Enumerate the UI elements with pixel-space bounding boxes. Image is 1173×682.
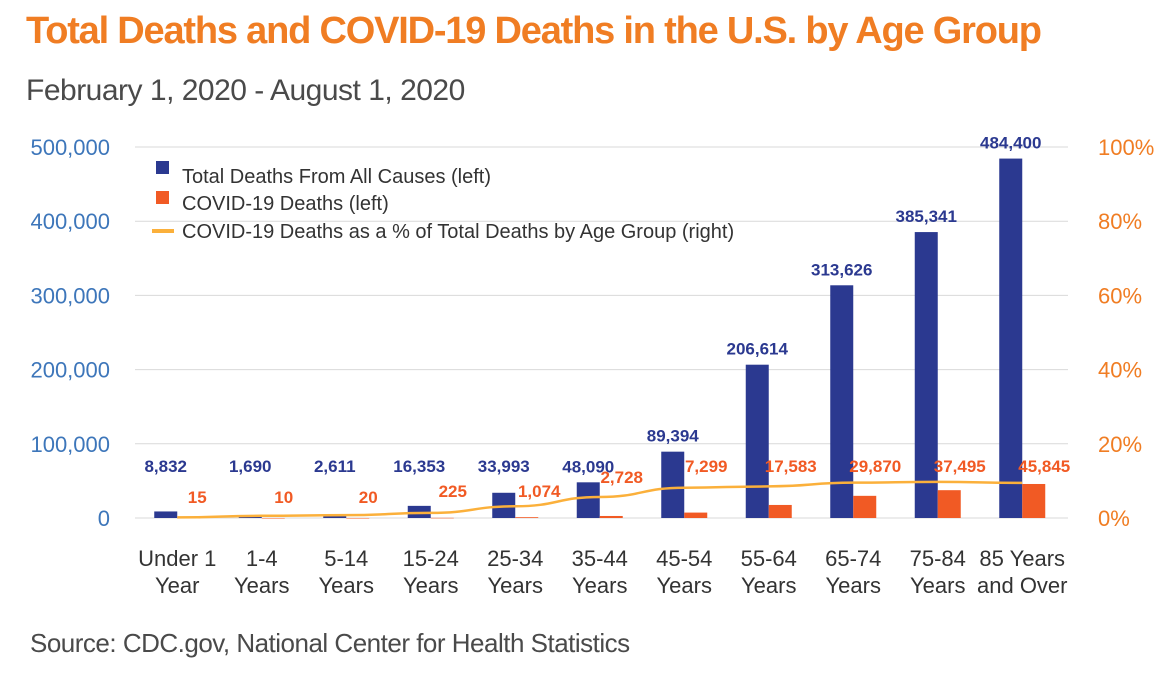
bar-covid-deaths	[1022, 483, 1046, 518]
source-note: Source: CDC.gov, National Center for Hea…	[30, 628, 630, 658]
left-tick-label: 200,000	[30, 358, 110, 383]
data-label-covid: 2,728	[600, 468, 643, 487]
bar-covid-deaths	[515, 517, 539, 518]
right-axis: 0% 20% 40% 60% 80% 100%	[1098, 135, 1154, 531]
category-label: Years	[910, 573, 965, 598]
legend-swatch-covid	[156, 191, 169, 204]
left-tick-label: 0	[98, 506, 110, 531]
legend-label-covid: COVID-19 Deaths (left)	[182, 193, 389, 215]
data-label-total: 1,690	[229, 457, 272, 476]
legend-swatch-total	[156, 161, 169, 174]
data-label-total: 89,394	[647, 427, 700, 446]
bar-covid-deaths	[261, 517, 285, 519]
data-label-covid: 225	[439, 482, 467, 501]
left-tick-label: 100,000	[30, 432, 110, 457]
left-tick-label: 500,000	[30, 135, 110, 160]
bar-total-deaths	[154, 511, 178, 518]
right-tick-label: 80%	[1098, 209, 1142, 234]
legend-label-percent: COVID-19 Deaths as a % of Total Deaths b…	[182, 221, 734, 243]
bar-total-deaths	[238, 516, 262, 518]
data-label-total: 48,090	[562, 457, 614, 476]
bars	[154, 158, 1046, 519]
data-label-covid: 10	[274, 488, 293, 507]
right-tick-label: 40%	[1098, 358, 1142, 383]
legend: Total Deaths From All Causes (left) COVI…	[152, 161, 734, 243]
bar-total-deaths	[576, 482, 600, 518]
bar-total-deaths	[830, 285, 854, 518]
right-tick-label: 20%	[1098, 432, 1142, 457]
left-tick-label: 400,000	[30, 209, 110, 234]
data-label-total: 16,353	[393, 457, 445, 476]
category-label: Years	[657, 573, 712, 598]
bar-covid-deaths	[599, 515, 623, 518]
data-label-total: 484,400	[980, 134, 1041, 153]
category-label: Years	[403, 573, 458, 598]
percent-line	[177, 480, 1023, 519]
left-axis: 0 100,000 200,000 300,000 400,000 500,000	[30, 135, 110, 531]
bar-covid-deaths	[937, 490, 961, 518]
category-label: 15-24	[403, 546, 459, 571]
bar-covid-deaths	[853, 495, 877, 518]
category-label: and Over	[977, 573, 1068, 598]
legend-swatch-percent	[152, 229, 174, 233]
bar-covid-deaths	[346, 517, 370, 519]
category-label: 55-64	[741, 546, 797, 571]
data-label-total: 8,832	[144, 457, 187, 476]
data-label-covid: 7,299	[685, 457, 728, 476]
data-label-total: 385,341	[896, 207, 957, 226]
bar-covid-deaths	[768, 504, 792, 518]
data-label-total: 206,614	[727, 340, 789, 359]
data-label-total: 33,993	[478, 457, 530, 476]
bar-total-deaths	[745, 364, 769, 518]
chart-subtitle: February 1, 2020 - August 1, 2020	[26, 74, 465, 107]
category-label: 85 Years	[979, 546, 1065, 571]
legend-label-total: Total Deaths From All Causes (left)	[182, 166, 491, 188]
category-label: 5-14	[324, 546, 368, 571]
right-tick-label: 0%	[1098, 506, 1130, 531]
data-label-covid: 37,495	[934, 457, 986, 476]
data-label-covid: 15	[188, 488, 207, 507]
chart-title: Total Deaths and COVID-19 Deaths in the …	[26, 10, 1042, 52]
category-label: Years	[741, 573, 796, 598]
data-label-total: 313,626	[811, 260, 872, 279]
category-label: Years	[319, 573, 374, 598]
category-label: Year	[155, 573, 199, 598]
data-label-covid: 17,583	[765, 457, 817, 476]
data-label-covid: 45,845	[1018, 457, 1070, 476]
category-axis: Under 1Year1-4Years5-14Years15-24Years25…	[138, 546, 1067, 598]
bar-total-deaths	[999, 158, 1023, 518]
percent-line-path	[177, 480, 1023, 519]
bar-total-deaths	[323, 516, 347, 518]
category-label: 1-4	[246, 546, 278, 571]
category-label: Years	[488, 573, 543, 598]
right-tick-label: 100%	[1098, 135, 1154, 160]
right-tick-label: 60%	[1098, 283, 1142, 308]
bar-total-deaths	[661, 451, 685, 518]
data-label-covid: 20	[359, 488, 378, 507]
category-label: Years	[572, 573, 627, 598]
category-label: Years	[234, 573, 289, 598]
bar-covid-deaths	[684, 512, 708, 518]
data-label-covid: 1,074	[518, 482, 561, 501]
category-label: 35-44	[572, 546, 628, 571]
bar-covid-deaths	[430, 517, 454, 519]
category-label: 45-54	[656, 546, 712, 571]
category-label: Under 1	[138, 546, 216, 571]
category-label: 75-84	[910, 546, 966, 571]
category-label: 25-34	[487, 546, 543, 571]
data-label-covid: 29,870	[849, 457, 901, 476]
category-label: 65-74	[825, 546, 881, 571]
category-label: Years	[826, 573, 881, 598]
bar-total-deaths	[914, 232, 938, 519]
data-label-total: 2,611	[314, 457, 356, 476]
left-tick-label: 300,000	[30, 283, 110, 308]
